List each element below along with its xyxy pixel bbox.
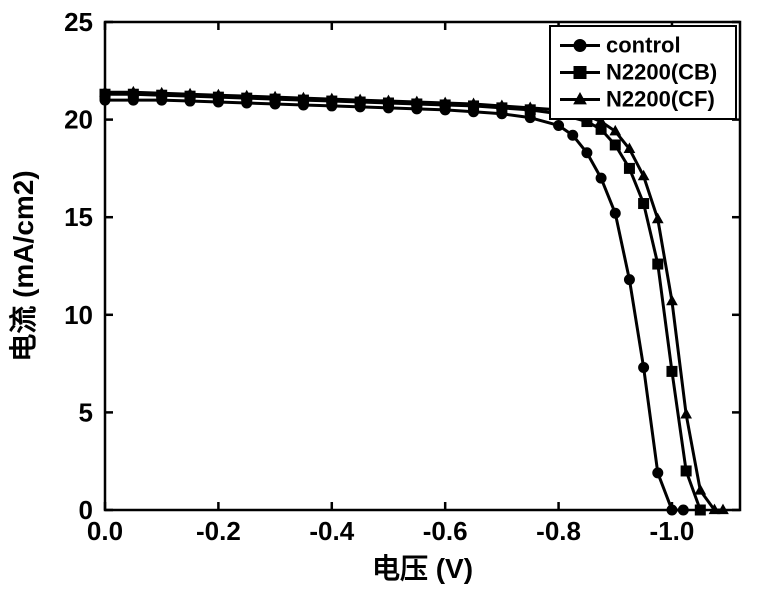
x-tick-label: -0.4	[309, 516, 354, 546]
y-tick-label: 20	[64, 105, 93, 135]
legend-label: N2200(CF)	[606, 87, 715, 112]
x-tick-label: -0.6	[423, 516, 468, 546]
y-tick-label: 15	[64, 202, 93, 232]
legend-label: control	[606, 33, 681, 58]
y-axis-label: 电流 (mA/cm2)	[8, 170, 39, 361]
x-axis-label: 电压 (V)	[372, 553, 473, 584]
legend: controlN2200(CB)N2200(CF)	[550, 26, 736, 119]
y-tick-label: 10	[64, 300, 93, 330]
x-tick-label: -0.8	[536, 516, 581, 546]
legend-label: N2200(CB)	[606, 60, 717, 85]
y-tick-label: 5	[79, 397, 93, 427]
x-tick-label: -1.0	[650, 516, 695, 546]
series-control	[100, 95, 688, 515]
series-N2200(CB)	[100, 89, 705, 515]
y-tick-label: 0	[79, 495, 93, 525]
y-tick-label: 25	[64, 7, 93, 37]
jv-chart: 0.0-0.2-0.4-0.6-0.8-1.00510152025电压 (V)电…	[0, 0, 765, 592]
chart-svg: 0.0-0.2-0.4-0.6-0.8-1.00510152025电压 (V)电…	[0, 0, 765, 592]
x-tick-label: -0.2	[196, 516, 241, 546]
